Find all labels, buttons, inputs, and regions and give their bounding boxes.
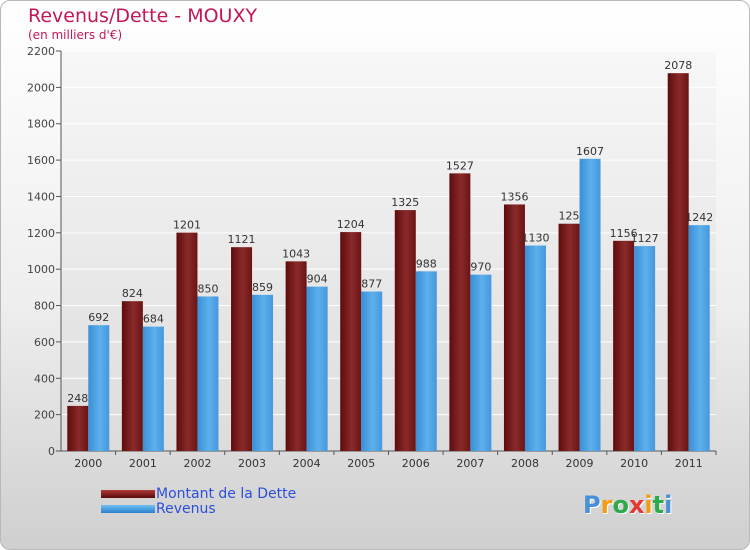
logo-letter: t [652,491,665,519]
y-tick-label: 1800 [27,118,55,131]
bar-debt [176,232,198,451]
bar-debt [285,261,307,451]
bar-debt [613,240,635,451]
bar-debt [449,173,471,451]
data-label-revenue: 692 [88,311,109,324]
y-tick-label: 1600 [27,154,55,167]
chart-subtitle: (en milliers d'€) [28,28,123,42]
bar-revenue [415,271,437,451]
bar-debt [67,405,89,451]
bar-debt [340,232,362,451]
logo-letter: i [664,491,673,519]
y-tick-label: 800 [34,300,55,313]
data-label-revenue: 1242 [685,211,713,224]
y-tick-label: 1200 [27,227,55,240]
data-label-revenue: 877 [361,278,382,291]
bar-revenue [361,291,383,451]
x-tick-label: 2008 [511,457,539,470]
legend-label-revenue: Revenus [156,501,216,517]
data-label-revenue: 970 [470,261,491,274]
bar-revenue [579,158,601,451]
bar-revenue [252,294,274,451]
y-tick-label: 1000 [27,263,55,276]
y-tick-label: 0 [48,445,55,458]
y-tick-label: 400 [34,372,55,385]
bar-revenue [88,325,110,451]
x-tick-label: 2006 [402,457,430,470]
legend-label-debt: Montant de la Dette [156,486,297,502]
logo-letter: r [600,491,613,519]
bar-revenue [634,246,656,451]
x-tick-label: 2002 [183,457,211,470]
bar-debt [121,301,143,451]
data-label-debt: 248 [67,392,88,405]
data-label-debt: 1121 [228,233,256,246]
data-label-revenue: 684 [143,313,164,326]
x-tick-label: 2003 [238,457,266,470]
bar-revenue [524,245,546,451]
data-label-revenue: 1127 [631,232,659,245]
data-label-revenue: 850 [197,282,218,295]
x-tick-label: 2010 [620,457,648,470]
x-tick-label: 2005 [347,457,375,470]
y-tick-label: 2200 [27,45,55,58]
y-tick-label: 600 [34,336,55,349]
y-tick-label: 1400 [27,190,55,203]
x-tick-label: 2000 [74,457,102,470]
data-label-debt: 1325 [391,196,419,209]
data-label-revenue: 1607 [576,145,604,158]
x-tick-label: 2011 [675,457,703,470]
bar-revenue [306,286,328,451]
plot-area [61,51,716,451]
bar-debt [231,247,253,451]
data-label-revenue: 988 [416,257,437,270]
bar-debt [667,73,689,451]
data-label-debt: 1156 [610,227,638,240]
data-label-revenue: 904 [307,273,328,286]
data-label-debt: 1356 [500,190,528,203]
logo-letter: o [612,491,629,519]
logo-letter: P [583,491,601,519]
data-label-debt: 2078 [664,59,692,72]
bar-revenue [470,274,492,451]
x-tick-label: 2004 [293,457,321,470]
bar-debt [558,223,580,451]
proxiti-logo: Proxiti [583,491,672,519]
bar-revenue [197,296,219,451]
data-label-debt: 824 [122,287,143,300]
bar-revenue [142,326,164,451]
legend-swatch-debt [101,490,155,498]
bar-debt [503,204,525,451]
bar-revenue [688,225,710,451]
data-label-revenue: 859 [252,281,273,294]
data-label-revenue: 1130 [521,232,549,245]
bar-debt [394,210,416,451]
data-label-debt: 1043 [282,247,310,260]
x-tick-label: 2001 [129,457,157,470]
x-tick-label: 2009 [566,457,594,470]
legend-swatch-revenue [101,505,155,513]
data-label-debt: 1527 [446,159,474,172]
logo-letter: i [644,491,653,519]
data-label-debt: 1201 [173,219,201,232]
chart-title: Revenus/Dette - MOUXY [28,5,258,27]
y-tick-label: 200 [34,409,55,422]
logo-letter: x [628,491,645,519]
data-label-debt: 125 [559,210,580,223]
y-tick-label: 2000 [27,81,55,94]
x-tick-label: 2007 [456,457,484,470]
data-label-debt: 1204 [337,218,365,231]
